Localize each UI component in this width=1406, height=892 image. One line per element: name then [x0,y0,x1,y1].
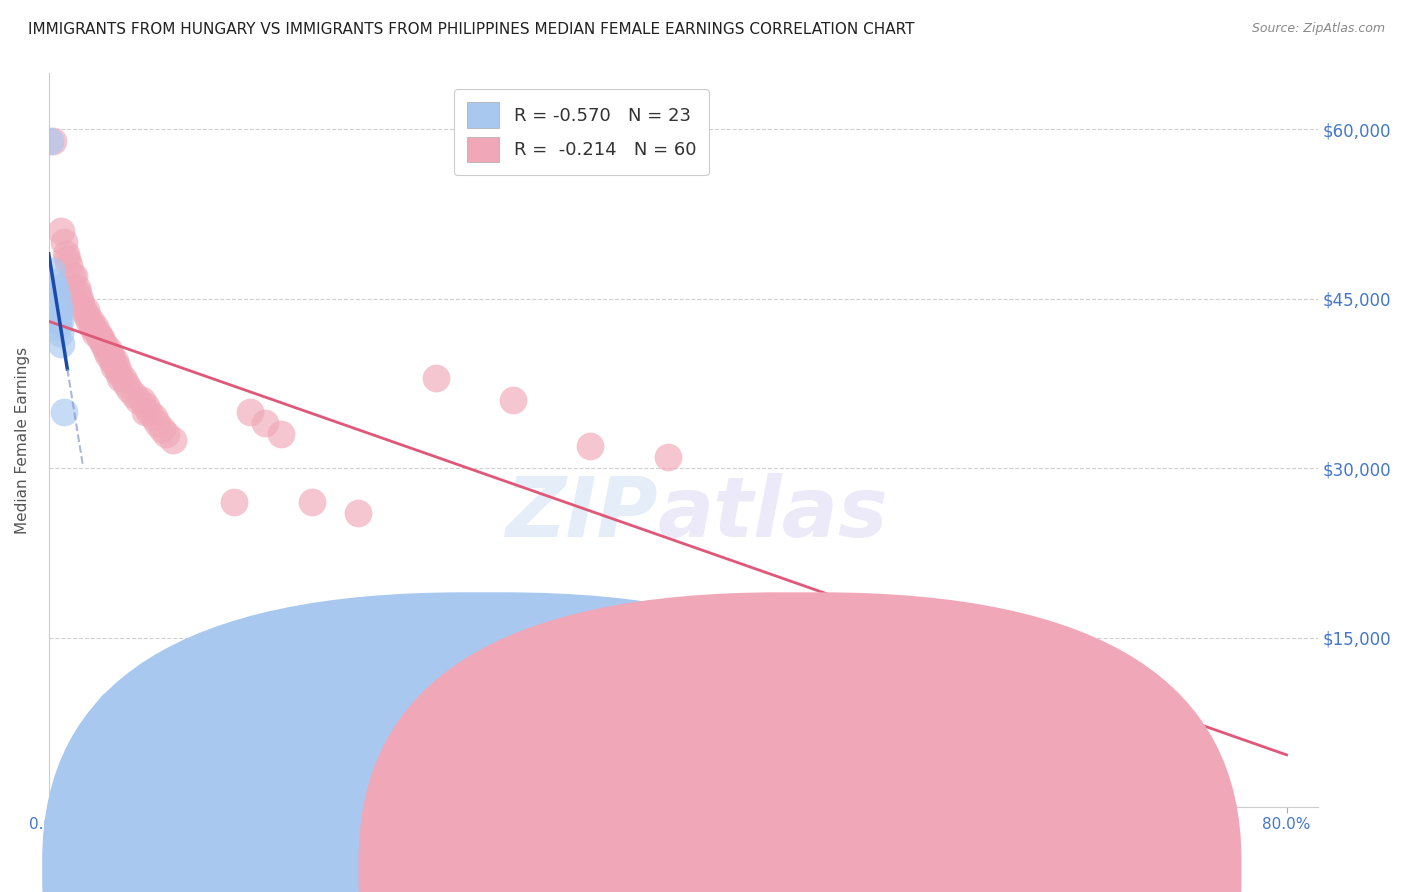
Point [79,314,101,328]
Point [89,331,111,345]
Text: Immigrants from Philippines: Immigrants from Philippines [830,863,1045,877]
Point [128,393,150,408]
Text: ZIP: ZIP [505,473,658,554]
Point [46,303,69,318]
Legend: R = -0.570   N = 23, R =  -0.214   N = 60: R = -0.570 N = 23, R = -0.214 N = 60 [454,89,709,175]
Point [101,354,124,368]
Point [146,416,169,430]
Point [135,399,157,413]
Point [107,365,129,379]
Point [90,331,112,345]
Point [48,314,70,328]
Point [62,269,84,284]
Point [75,303,97,318]
Text: Source: ZipAtlas.com: Source: ZipAtlas.com [1251,22,1385,36]
Point [42,275,65,289]
Point [502,393,524,408]
Point [56,252,79,267]
Point [579,439,602,453]
Point [60,280,83,294]
Point [44,292,66,306]
Point [58,258,80,272]
Point [96,348,118,362]
Point [122,709,145,723]
Point [41,263,63,277]
Point [46,320,69,334]
Point [77,314,100,328]
Point [91,337,114,351]
Point [44,280,66,294]
Point [155,427,177,442]
Point [94,343,117,357]
Point [150,422,173,436]
Point [93,337,115,351]
Text: Immigrants from Hungary: Immigrants from Hungary [513,863,711,877]
Point [118,382,141,396]
Point [104,354,127,368]
Point [49,224,72,238]
Point [42,134,65,148]
Point [98,343,121,357]
Point [65,280,87,294]
Point [162,433,184,447]
Point [105,359,128,374]
Point [49,337,72,351]
Point [347,507,370,521]
Point [270,427,292,442]
Point [69,292,91,306]
Point [657,450,679,464]
Point [44,286,66,301]
Point [60,269,83,284]
Point [45,292,67,306]
Point [111,371,134,385]
Point [45,309,67,323]
Point [45,297,67,311]
Point [53,235,76,250]
Point [131,393,153,408]
Point [115,376,138,391]
Point [45,303,67,318]
Point [224,495,246,509]
Point [425,371,447,385]
Text: atlas: atlas [658,473,889,554]
Point [84,326,107,340]
Text: IMMIGRANTS FROM HUNGARY VS IMMIGRANTS FROM PHILIPPINES MEDIAN FEMALE EARNINGS CO: IMMIGRANTS FROM HUNGARY VS IMMIGRANTS FR… [28,22,915,37]
Point [53,405,76,419]
Point [100,698,122,713]
Point [70,297,93,311]
Point [108,371,131,385]
Point [239,405,262,419]
Point [100,348,122,362]
Point [254,416,277,430]
Point [84,320,107,334]
Point [301,495,323,509]
Point [46,292,69,306]
Point [72,303,94,318]
Point [134,405,156,419]
Point [39,134,62,148]
Y-axis label: Median Female Earnings: Median Female Earnings [15,346,30,533]
Point [103,359,125,374]
Point [80,320,103,334]
Point [46,309,69,323]
Point [76,309,98,323]
Point [122,388,145,402]
Point [143,410,166,425]
Point [48,326,70,340]
Point [48,303,70,318]
Point [67,286,90,301]
Point [138,405,160,419]
Point [42,280,65,294]
Point [55,246,77,260]
Point [46,314,69,328]
Point [87,326,110,340]
